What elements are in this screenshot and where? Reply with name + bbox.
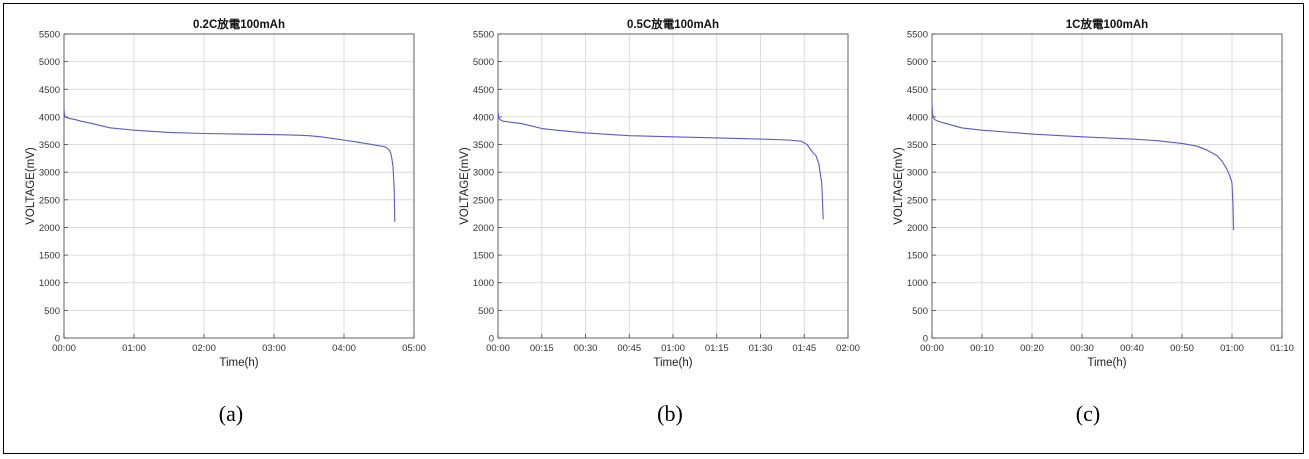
chart-b-ytick-label-7: 3500 xyxy=(473,140,494,151)
chart-c-ytick-label-3: 1500 xyxy=(907,251,928,262)
chart-c-xtick-label-7: 01:10 xyxy=(1270,343,1294,354)
chart-a-ytick-label-0: 0 xyxy=(55,334,60,345)
chart-c-series-line-0 xyxy=(931,103,1235,231)
chart-a-ytick-label-9: 4500 xyxy=(39,85,60,96)
chart-a-ytick-label-6: 3000 xyxy=(39,168,60,179)
chart-a-xtick-label-5: 05:00 xyxy=(402,343,426,354)
chart-a-ytick-label-10: 5000 xyxy=(39,57,60,68)
chart-a-xtick-label-2: 02:00 xyxy=(192,343,216,354)
chart-b-ytick-label-8: 4000 xyxy=(473,112,494,123)
chart-b-xtick-label-4: 01:00 xyxy=(661,343,685,354)
chart-b-ytick-label-2: 1000 xyxy=(473,278,494,289)
chart-b-ytick-label-9: 4500 xyxy=(473,85,494,96)
chart-c-xtick-label-5: 00:50 xyxy=(1170,343,1194,354)
chart-b-xtick-label-1: 00:15 xyxy=(530,343,554,354)
chart-a-ytick-label-3: 1500 xyxy=(39,251,60,262)
chart-c-plot-area xyxy=(932,34,1282,338)
chart-a: 00:00 01:00 02:00 03:00 04:00 05:00 0 500 1000 15… xyxy=(25,17,426,369)
chart-c-ytick-label-0: 0 xyxy=(923,334,928,345)
chart-c-xtick-label-3: 00:30 xyxy=(1070,343,1094,354)
chart-c-xtick-label-0: 00:00 xyxy=(920,343,944,354)
chart-a-xtick-label-3: 03:00 xyxy=(262,343,286,354)
chart-b-xlabel: Time(h) xyxy=(653,357,692,369)
figure-frame: 00:00 01:00 02:00 03:00 04:00 05:00 0 500 1000 15… xyxy=(3,3,1304,454)
chart-c-xtick-label-6: 01:00 xyxy=(1220,343,1244,354)
chart-b-ytick-label-4: 2000 xyxy=(473,223,494,234)
caption-a: (a) xyxy=(218,401,244,426)
chart-b-ylabel: VOLTAGE(mV) xyxy=(459,147,471,225)
chart-b-ytick-label-11: 5500 xyxy=(473,30,494,41)
chart-a-ytick-label-4: 2000 xyxy=(39,223,60,234)
chart-b-xtick-label-8: 02:00 xyxy=(836,343,860,354)
chart-c-ytick-label-6: 3000 xyxy=(907,168,928,179)
chart-c-ytick-label-9: 4500 xyxy=(907,85,928,96)
caption-b: (b) xyxy=(657,401,683,426)
chart-b: 00:00 00:15 00:30 00:45 01:00 01:15 01:30 01:45… xyxy=(459,17,860,369)
chart-a-xtick-label-0: 00:00 xyxy=(52,343,76,354)
chart-a-ytick-label-2: 1000 xyxy=(39,278,60,289)
chart-panel-b: 00:00 00:15 00:30 00:45 01:00 01:15 01:30 01:45… xyxy=(438,4,868,455)
chart-a-title: 0.2C放電100mAh xyxy=(193,17,285,31)
chart-c-ytick-label-5: 2500 xyxy=(907,195,928,206)
chart-b-ytick-label-6: 3000 xyxy=(473,168,494,179)
chart-b-xtick-label-3: 00:45 xyxy=(617,343,641,354)
caption-c: (c) xyxy=(1075,401,1101,426)
chart-a-ytick-label-5: 2500 xyxy=(39,195,60,206)
chart-b-ytick-label-0: 0 xyxy=(489,334,494,345)
chart-c-ytick-label-1: 500 xyxy=(912,306,928,317)
chart-c-ytick-label-4: 2000 xyxy=(907,223,928,234)
chart-a-series-line-0 xyxy=(63,108,396,222)
chart-a-ytick-label-11: 5500 xyxy=(39,30,60,41)
chart-b-ytick-label-10: 5000 xyxy=(473,57,494,68)
chart-panel-c: 00:00 00:10 00:20 00:30 00:40 00:50 01:00 01:10… xyxy=(872,4,1302,455)
chart-a-xlabel: Time(h) xyxy=(219,357,258,369)
chart-a-axes-box xyxy=(63,33,415,339)
chart-b-xtick-label-0: 00:00 xyxy=(486,343,510,354)
chart-b-title: 0.5C放電100mAh xyxy=(627,17,719,31)
chart-b-series-line-0 xyxy=(497,111,824,220)
chart-c-axes-box xyxy=(931,33,1283,339)
chart-a-xtick-label-4: 04:00 xyxy=(332,343,356,354)
chart-b-xtick-label-5: 01:15 xyxy=(705,343,729,354)
chart-c-ytick-label-2: 1000 xyxy=(907,278,928,289)
chart-c-ytick-label-8: 4000 xyxy=(907,112,928,123)
chart-c-ytick-label-10: 5000 xyxy=(907,57,928,68)
chart-b-ytick-label-3: 1500 xyxy=(473,251,494,262)
chart-c-ytick-label-11: 5500 xyxy=(907,30,928,41)
chart-b-ytick-label-5: 2500 xyxy=(473,195,494,206)
chart-b-xtick-label-6: 01:30 xyxy=(749,343,773,354)
chart-c-xtick-label-1: 00:10 xyxy=(970,343,994,354)
chart-c-xlabel: Time(h) xyxy=(1087,357,1126,369)
chart-c: 00:00 00:10 00:20 00:30 00:40 00:50 01:00 01:10… xyxy=(893,17,1294,369)
chart-b-xtick-label-2: 00:30 xyxy=(574,343,598,354)
chart-a-plot-area xyxy=(64,34,414,338)
chart-a-ytick-label-7: 3500 xyxy=(39,140,60,151)
chart-b-xtick-label-7: 01:45 xyxy=(792,343,816,354)
chart-a-xtick-label-1: 01:00 xyxy=(122,343,146,354)
chart-c-xtick-label-2: 00:20 xyxy=(1020,343,1044,354)
chart-b-ytick-label-1: 500 xyxy=(478,306,494,317)
chart-a-ytick-label-8: 4000 xyxy=(39,112,60,123)
chart-panel-a: 00:00 01:00 02:00 03:00 04:00 05:00 0 500 1000 15… xyxy=(4,4,434,455)
chart-c-ytick-label-7: 3500 xyxy=(907,140,928,151)
chart-c-xtick-label-4: 00:40 xyxy=(1120,343,1144,354)
chart-a-ylabel: VOLTAGE(mV) xyxy=(25,147,37,225)
chart-c-title: 1C放電100mAh xyxy=(1066,17,1148,31)
chart-a-ytick-label-1: 500 xyxy=(44,306,60,317)
chart-c-ylabel: VOLTAGE(mV) xyxy=(893,147,905,225)
